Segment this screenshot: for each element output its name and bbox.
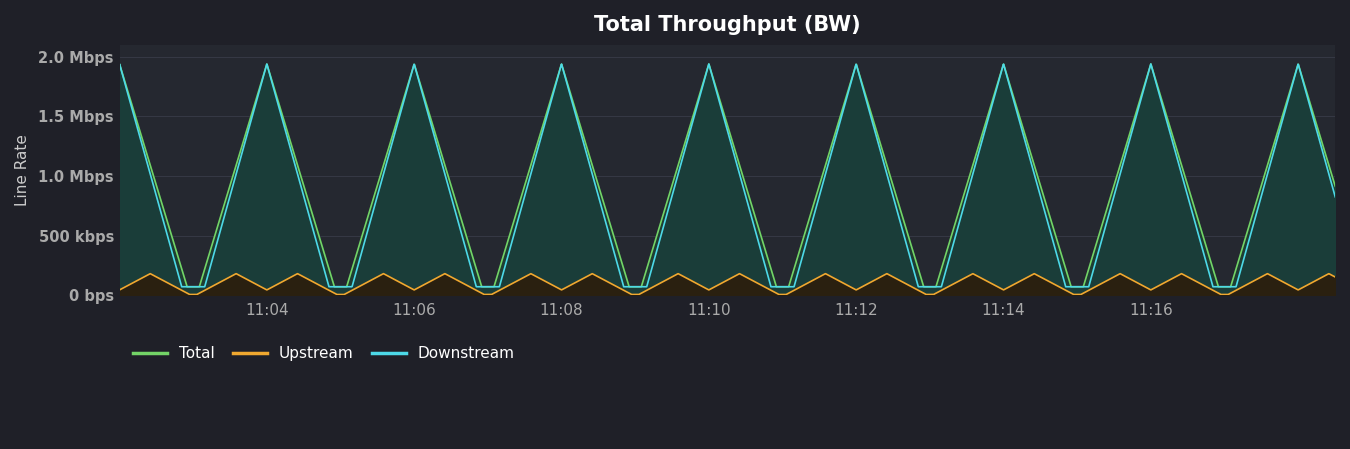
Y-axis label: Line Rate: Line Rate (15, 134, 30, 206)
Title: Total Throughput (BW): Total Throughput (BW) (594, 15, 860, 35)
Legend: Total, Upstream, Downstream: Total, Upstream, Downstream (127, 340, 521, 368)
